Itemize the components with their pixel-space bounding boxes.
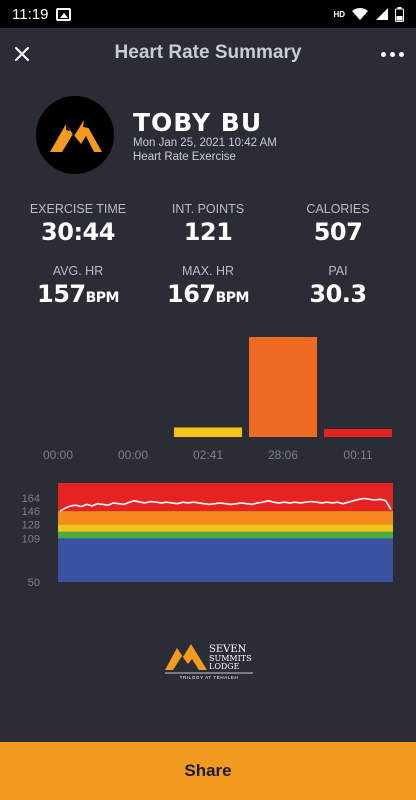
stat-label: CALORIES bbox=[306, 202, 370, 216]
status-icons: HD bbox=[333, 6, 404, 22]
stat-value: 167BPM bbox=[138, 280, 278, 308]
stat-number: 167 bbox=[167, 280, 216, 308]
hr-zone-band bbox=[58, 531, 393, 539]
hr-zone-band bbox=[58, 524, 393, 532]
stat-unit: BPM bbox=[215, 290, 250, 306]
stat-label: EXERCISE TIME bbox=[29, 202, 127, 216]
more-dot-icon bbox=[389, 51, 395, 57]
brand-line3: LODGE bbox=[209, 662, 240, 671]
seven-summits-lodge-logo: SEVEN SUMMITS LODGE TRILOGY AT TEHALEH bbox=[165, 644, 253, 680]
user-name: TOBY BU bbox=[133, 108, 263, 137]
stat-calories: CALORIES 507 bbox=[268, 202, 408, 246]
zone-time-chart: 00:00 00:00 02:41 28:06 00:11 bbox=[43, 337, 392, 462]
y-tick-label: 146 bbox=[22, 506, 40, 518]
stat-unit: BPM bbox=[85, 290, 120, 306]
y-tick-label: 109 bbox=[22, 533, 40, 545]
hr-zone-band bbox=[58, 511, 393, 525]
stat-label: MAX. HR bbox=[181, 264, 235, 278]
avatar bbox=[36, 96, 114, 174]
brand-line2: SUMMITS bbox=[209, 654, 252, 663]
y-tick-label: 128 bbox=[22, 519, 40, 531]
stat-avg-hr: AVG. HR 157BPM bbox=[8, 264, 148, 308]
more-options-button[interactable] bbox=[376, 38, 408, 70]
stat-label: AVG. HR bbox=[52, 264, 104, 278]
heart-rate-line bbox=[59, 497, 392, 512]
zone-bar bbox=[249, 337, 317, 437]
mountain-logo-icon bbox=[50, 120, 102, 152]
close-icon bbox=[15, 47, 29, 61]
status-time: 11:19 bbox=[12, 5, 49, 23]
y-tick-label: 50 bbox=[28, 577, 40, 589]
more-dot-icon bbox=[398, 51, 404, 57]
gallery-notification-icon bbox=[56, 7, 72, 21]
stat-number: 157 bbox=[37, 280, 86, 308]
stat-pai: PAI 30.3 bbox=[268, 264, 408, 308]
signal-icon bbox=[376, 8, 388, 20]
zone-duration-label: 00:00 bbox=[118, 448, 148, 462]
zone-bar bbox=[324, 429, 392, 437]
stat-value: 507 bbox=[313, 218, 363, 246]
hr-zone-band bbox=[58, 483, 393, 512]
share-button[interactable]: Share bbox=[0, 742, 416, 800]
zone-duration-label: 00:11 bbox=[343, 448, 372, 462]
wifi-icon bbox=[352, 7, 368, 20]
battery-icon bbox=[395, 6, 404, 22]
page-title: Heart Rate Summary bbox=[114, 42, 302, 63]
zone-duration-label: 00:00 bbox=[43, 448, 73, 462]
brand-tagline: TRILOGY AT TEHALEH bbox=[180, 675, 239, 680]
stat-max-hr: MAX. HR 167BPM bbox=[138, 264, 278, 308]
brand-line1: SEVEN bbox=[209, 644, 247, 655]
stat-exercise-time: EXERCISE TIME 30:44 bbox=[8, 202, 148, 246]
workout-datetime: Mon Jan 25, 2021 10:42 AM bbox=[133, 137, 277, 149]
network-type-label: HD bbox=[333, 9, 345, 19]
zone-duration-label: 02:41 bbox=[193, 448, 223, 462]
stat-value: 121 bbox=[183, 218, 233, 246]
zone-bar bbox=[174, 427, 242, 437]
status-bar: 11:19 HD bbox=[0, 0, 416, 28]
zone-duration-label: 28:06 bbox=[268, 448, 298, 462]
stat-label: PAI bbox=[328, 264, 348, 278]
stat-value: 30:44 bbox=[41, 218, 115, 246]
stat-value: 157BPM bbox=[8, 280, 148, 308]
more-dot-icon bbox=[380, 51, 386, 57]
workout-type: Heart Rate Exercise bbox=[133, 151, 236, 163]
y-tick-label: 164 bbox=[22, 493, 40, 505]
app-bar: Heart Rate Summary bbox=[0, 28, 416, 80]
hr-zone-band bbox=[58, 538, 393, 582]
close-button[interactable] bbox=[6, 38, 38, 70]
stat-int-points: INT. POINTS 121 bbox=[138, 202, 278, 246]
share-label: Share bbox=[184, 761, 232, 780]
stat-label: INT. POINTS bbox=[171, 202, 245, 216]
stat-value: 30.3 bbox=[309, 280, 367, 308]
